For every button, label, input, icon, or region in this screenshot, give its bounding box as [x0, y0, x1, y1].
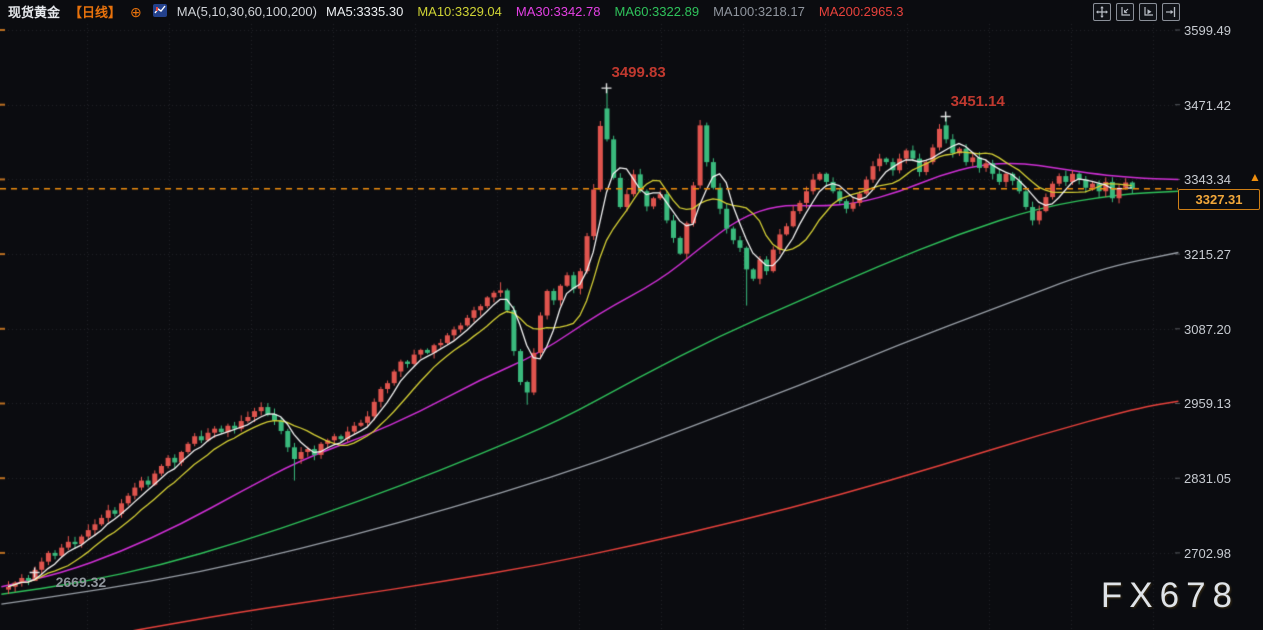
price-annotation: 2669.32: [55, 573, 107, 590]
ma-values-row: MA5:3335.30 MA10:3329.04 MA30:3342.78 MA60:…: [326, 4, 917, 19]
axis-label: 3343.34: [1184, 172, 1231, 188]
last-price-value: 3327.31: [1195, 192, 1243, 207]
axis-label: 3599.49: [1184, 23, 1231, 38]
timeframe-label[interactable]: 【日线】: [69, 5, 122, 20]
last-price-tag: 3327.31: [1178, 189, 1260, 210]
chart-header: 现货黄金 【日线】 ⊕ MA(5,10,30,60,100,200) MA5:3…: [8, 0, 917, 23]
price-annotation: 3451.14: [950, 92, 1005, 110]
ma-value-ma30: MA30:3342.78: [515, 4, 601, 19]
price-axis[interactable]: 3599.49 3471.42 3343.34 3215.27 3087.20 2959.…: [1178, 0, 1263, 630]
ma-value-ma5: MA5:3335.30: [325, 4, 404, 19]
axis-label: 3087.20: [1184, 321, 1231, 337]
axis-label: 2702.98: [1184, 545, 1231, 561]
ma-value-ma10: MA10:3329.04: [417, 4, 502, 19]
ma-value-ma200: MA200:2965.3: [818, 4, 904, 19]
move-tool-icon[interactable]: [1093, 3, 1111, 21]
price-annotation: 3499.83: [611, 64, 666, 82]
kline-indicator-icon[interactable]: [152, 3, 168, 21]
axis-label: 3471.42: [1184, 97, 1231, 113]
axis-play-icon[interactable]: [1139, 3, 1157, 21]
axis-label: 2959.13: [1184, 396, 1231, 412]
axis-shift-right-icon[interactable]: [1162, 3, 1180, 21]
ma-value-ma100: MA100:3218.17: [713, 4, 805, 19]
axis-scale-left-icon[interactable]: [1116, 3, 1134, 21]
axis-label: 3215.27: [1184, 247, 1231, 263]
ma-settings-label: MA(5,10,30,60,100,200): [176, 4, 317, 19]
chart-toolbar: [1093, 3, 1180, 21]
symbol-name: 现货黄金: [8, 5, 61, 20]
axis-label: 2831.05: [1184, 471, 1231, 487]
fx678-watermark: FX678: [1100, 576, 1239, 615]
price-arrow-icon: ▲: [1249, 170, 1261, 184]
ma-value-ma60: MA60:3322.89: [614, 4, 700, 19]
add-indicator-icon[interactable]: ⊕: [130, 3, 142, 20]
